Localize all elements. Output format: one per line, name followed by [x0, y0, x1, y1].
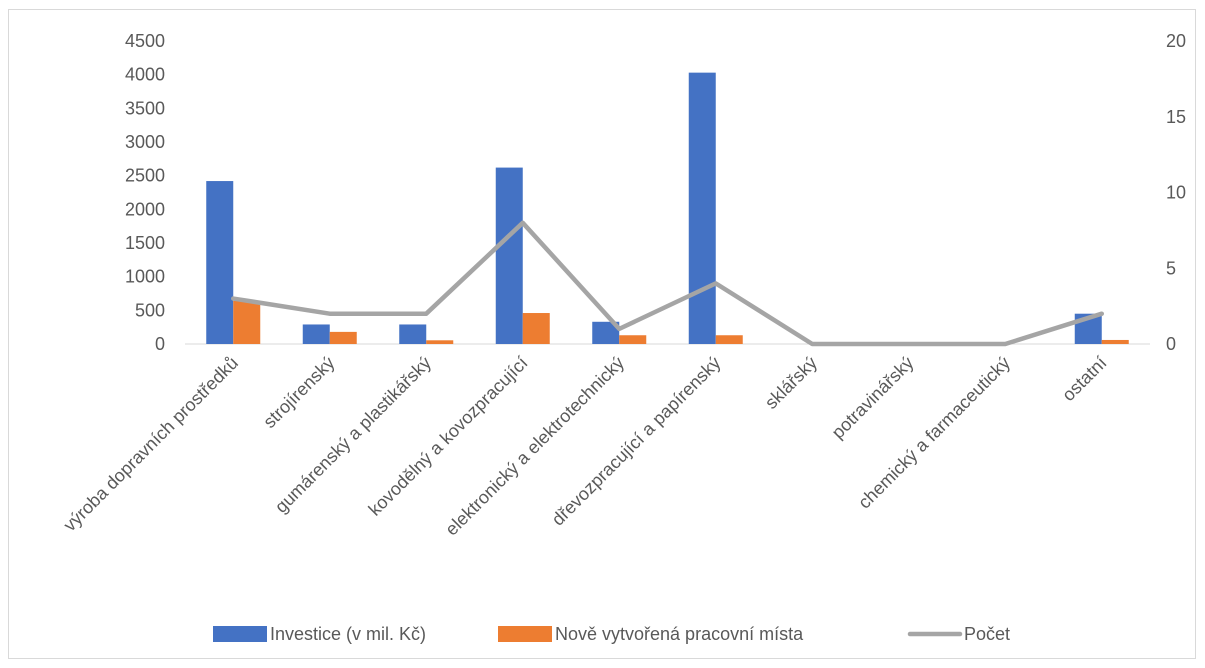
- bar-mista-3: [522, 313, 550, 344]
- category-label-6: sklářský: [761, 353, 821, 413]
- y-right-tick-label-1: 5: [1166, 258, 1176, 278]
- y-left-tick-label-1: 500: [135, 300, 165, 320]
- bar-mista-1: [329, 331, 357, 344]
- category-label-9: ostatní: [1058, 353, 1110, 405]
- bar-investice-4: [592, 321, 620, 344]
- legend-item-0: Investice (v mil. Kč): [213, 624, 426, 644]
- y-left-tick-label-3: 1500: [125, 233, 165, 253]
- y-left-tick-label-6: 3000: [125, 132, 165, 152]
- y-left-tick-label-8: 4000: [125, 65, 165, 85]
- y-left-tick-label-9: 4500: [125, 31, 165, 51]
- line-pocet: [231, 220, 1104, 347]
- category-label-3: kovodělný a kovozpracující: [365, 353, 532, 520]
- category-label-2: gumárenský a plastikářský: [271, 353, 435, 517]
- category-label-7: potravinářský: [828, 353, 918, 443]
- legend-label-2: Počet: [964, 624, 1010, 644]
- y-left-tick-label-7: 3500: [125, 98, 165, 118]
- y-right-tick-label-4: 20: [1166, 31, 1186, 51]
- legend-label-1: Nově vytvořená pracovní místa: [555, 624, 804, 644]
- bar-mista-2: [426, 340, 454, 344]
- bar-investice-0: [206, 181, 234, 344]
- category-label-1: strojírenský: [259, 353, 338, 432]
- category-label-0: výroba dopravních prostředků: [60, 353, 243, 536]
- y-right-tick-label-2: 10: [1166, 183, 1186, 203]
- legend-swatch-1: [498, 626, 552, 642]
- y-left-tick-label-2: 1000: [125, 267, 165, 287]
- y-left-tick-label-4: 2000: [125, 199, 165, 219]
- y-left-tick-label-5: 2500: [125, 166, 165, 186]
- bar-investice-2: [399, 324, 427, 344]
- category-label-5: dřevozpracující a papírenský: [548, 353, 725, 530]
- legend-swatch-0: [213, 626, 267, 642]
- legend-item-1: Nově vytvořená pracovní místa: [498, 624, 804, 644]
- bar-mista-9: [1101, 339, 1129, 344]
- y-right-tick-label-0: 0: [1166, 334, 1176, 354]
- bar-investice-3: [495, 167, 523, 344]
- bar-investice-5: [688, 72, 716, 344]
- y-right-tick-label-3: 15: [1166, 107, 1186, 127]
- bar-investice-1: [302, 324, 330, 344]
- category-label-4: elektronický a elektrotechnický: [441, 353, 628, 540]
- y-left-tick-label-0: 0: [155, 334, 165, 354]
- legend-item-2: Počet: [907, 624, 1010, 644]
- bar-mista-0: [233, 300, 261, 344]
- legend-label-0: Investice (v mil. Kč): [270, 624, 426, 644]
- bar-mista-4: [619, 335, 647, 344]
- bar-mista-5: [715, 335, 743, 344]
